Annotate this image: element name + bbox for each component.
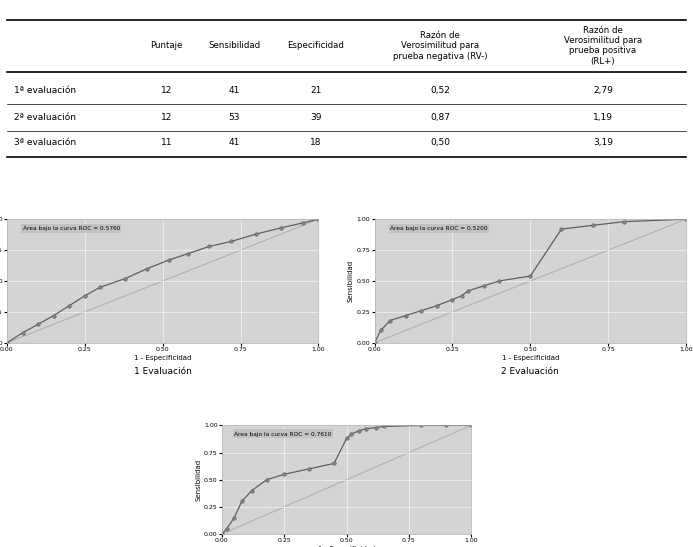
Text: 0,50: 0,50	[430, 138, 450, 147]
Text: Puntaje: Puntaje	[150, 41, 183, 50]
Text: 1,19: 1,19	[593, 113, 613, 122]
X-axis label: 1 - Especificidad: 1 - Especificidad	[134, 354, 191, 360]
Text: 18: 18	[310, 138, 322, 147]
Text: 21: 21	[310, 86, 322, 95]
Text: 2ª evaluación: 2ª evaluación	[14, 113, 76, 122]
X-axis label: 1 - Especificidad: 1 - Especificidad	[502, 354, 559, 360]
Text: Razón de
Verosimilitud para
prueba negativa (RV-): Razón de Verosimilitud para prueba negat…	[393, 31, 487, 61]
Y-axis label: Sensibilidad: Sensibilidad	[195, 459, 201, 501]
X-axis label: 1 - Especificidad: 1 - Especificidad	[318, 546, 375, 547]
Text: 53: 53	[229, 113, 240, 122]
Text: 2,79: 2,79	[593, 86, 613, 95]
Text: 3,19: 3,19	[593, 138, 613, 147]
Text: 11: 11	[161, 138, 173, 147]
Text: Área bajo la curva ROC = 0.7610: Área bajo la curva ROC = 0.7610	[234, 431, 332, 437]
Text: Área bajo la curva ROC = 0.5200: Área bajo la curva ROC = 0.5200	[390, 225, 488, 231]
Text: 1ª evaluación: 1ª evaluación	[14, 86, 76, 95]
Text: 3ª evaluación: 3ª evaluación	[14, 138, 76, 147]
Text: 39: 39	[310, 113, 322, 122]
Text: Especificidad: Especificidad	[288, 41, 344, 50]
Text: 41: 41	[229, 138, 240, 147]
Text: 0,52: 0,52	[430, 86, 450, 95]
Text: Sensibilidad: Sensibilidad	[209, 41, 261, 50]
Title: 2 Evaluación: 2 Evaluación	[502, 367, 559, 376]
Text: Razón de
Verosimilitud para
prueba positiva
(RL+): Razón de Verosimilitud para prueba posit…	[564, 26, 642, 66]
Text: Área bajo la curva ROC = 0.5760: Área bajo la curva ROC = 0.5760	[22, 225, 120, 231]
Text: 12: 12	[161, 113, 173, 122]
Y-axis label: Sensibilidad: Sensibilidad	[348, 260, 354, 302]
Text: 0,87: 0,87	[430, 113, 450, 122]
Text: 12: 12	[161, 86, 173, 95]
Title: 1 Evaluación: 1 Evaluación	[134, 367, 192, 376]
Text: 41: 41	[229, 86, 240, 95]
